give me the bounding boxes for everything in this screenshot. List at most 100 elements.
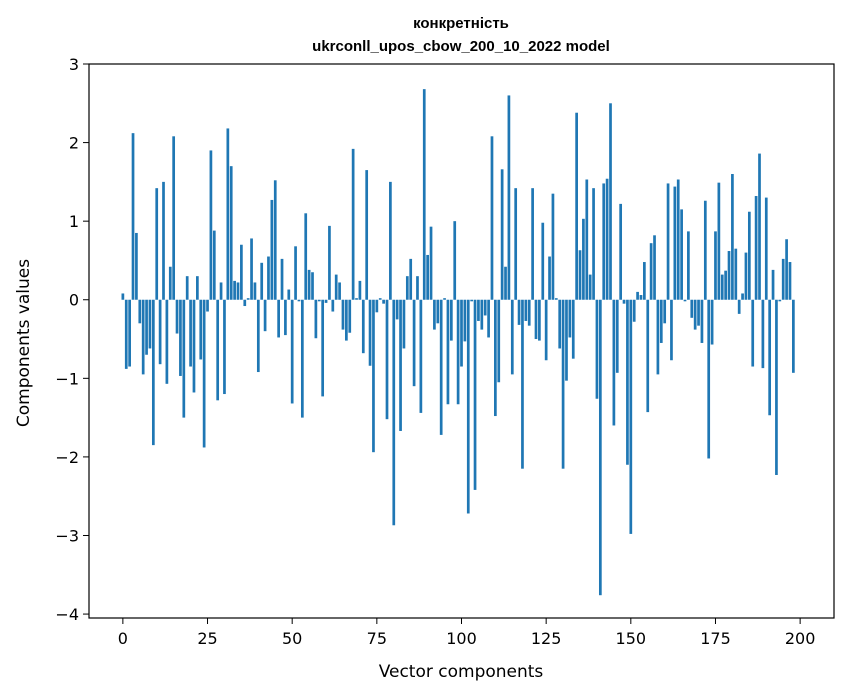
bar (385, 299, 389, 420)
bar (636, 291, 639, 300)
bar (436, 299, 440, 324)
bar (751, 299, 755, 367)
bar (609, 103, 612, 300)
bar (494, 299, 497, 417)
bar (673, 186, 677, 300)
bar (683, 299, 687, 302)
bar (538, 299, 541, 341)
bar (571, 299, 575, 359)
bar (656, 299, 660, 375)
x-tick-label: 75 (367, 629, 387, 648)
bar (429, 226, 433, 300)
bar (778, 299, 782, 302)
bar (300, 299, 304, 418)
bar (409, 258, 413, 300)
bar (219, 282, 223, 300)
bar (615, 299, 619, 373)
bar (534, 299, 538, 340)
bar (328, 225, 331, 300)
bar (331, 299, 335, 312)
bar (605, 178, 609, 300)
bar (361, 299, 365, 354)
bar (395, 299, 399, 320)
bar (527, 299, 531, 326)
bar (632, 299, 636, 322)
bar (399, 299, 402, 431)
bar (273, 180, 277, 300)
bar (717, 182, 721, 300)
bar (287, 289, 291, 300)
bar (263, 299, 267, 332)
bar (703, 200, 707, 300)
bar (179, 299, 182, 376)
bar (209, 150, 213, 300)
bar (646, 299, 650, 413)
bar (710, 299, 714, 345)
bar (145, 299, 148, 355)
bar (256, 299, 260, 373)
bar (216, 299, 220, 401)
bar (202, 299, 206, 448)
y-axis-label: Components values (14, 259, 34, 427)
x-tick-label: 50 (282, 629, 302, 648)
bar (138, 299, 142, 324)
bar (781, 258, 785, 300)
bar (741, 293, 744, 300)
bar (500, 169, 504, 300)
chart-subtitle: ukrconll_upos_cbow_200_10_2022 model (312, 38, 610, 55)
bar (223, 299, 226, 395)
bar (250, 238, 253, 300)
bar (338, 282, 341, 300)
bar (165, 299, 169, 384)
x-tick-label: 175 (700, 629, 731, 648)
bar (727, 251, 731, 300)
x-tick-label: 125 (531, 629, 562, 648)
bar (690, 299, 694, 318)
bar (426, 254, 429, 300)
bar (206, 299, 209, 312)
bar (141, 299, 145, 375)
bar (487, 299, 490, 338)
bar (392, 299, 396, 526)
bar (585, 179, 589, 300)
bar (131, 133, 135, 300)
bar (236, 282, 240, 300)
bar (568, 299, 572, 338)
bar (548, 256, 551, 300)
bar (311, 272, 314, 300)
bar (649, 243, 653, 300)
bar (643, 262, 646, 300)
bar (151, 299, 155, 446)
bar (456, 299, 460, 405)
bar (297, 299, 301, 302)
bar (507, 95, 511, 300)
bar (761, 299, 765, 369)
bar (775, 299, 778, 475)
bar (351, 148, 355, 300)
bar (135, 232, 138, 300)
bar (788, 262, 792, 300)
bar (294, 246, 297, 300)
bar (510, 299, 514, 375)
bar (670, 299, 673, 361)
bar (304, 213, 308, 300)
bar (229, 166, 233, 300)
x-tick-label: 0 (118, 629, 128, 648)
bar (697, 299, 700, 326)
bar (483, 299, 487, 316)
bar (358, 280, 362, 300)
bar (175, 299, 179, 334)
bar (243, 299, 247, 307)
bar (422, 89, 426, 300)
bar (162, 181, 165, 300)
bar (317, 299, 321, 302)
bar (676, 179, 680, 300)
bar (473, 299, 477, 490)
x-tick-label: 150 (616, 629, 647, 648)
bar (321, 299, 325, 397)
bar (622, 299, 626, 304)
bar (260, 262, 264, 300)
bar (334, 274, 338, 300)
bar (504, 266, 507, 300)
bar (737, 299, 741, 314)
